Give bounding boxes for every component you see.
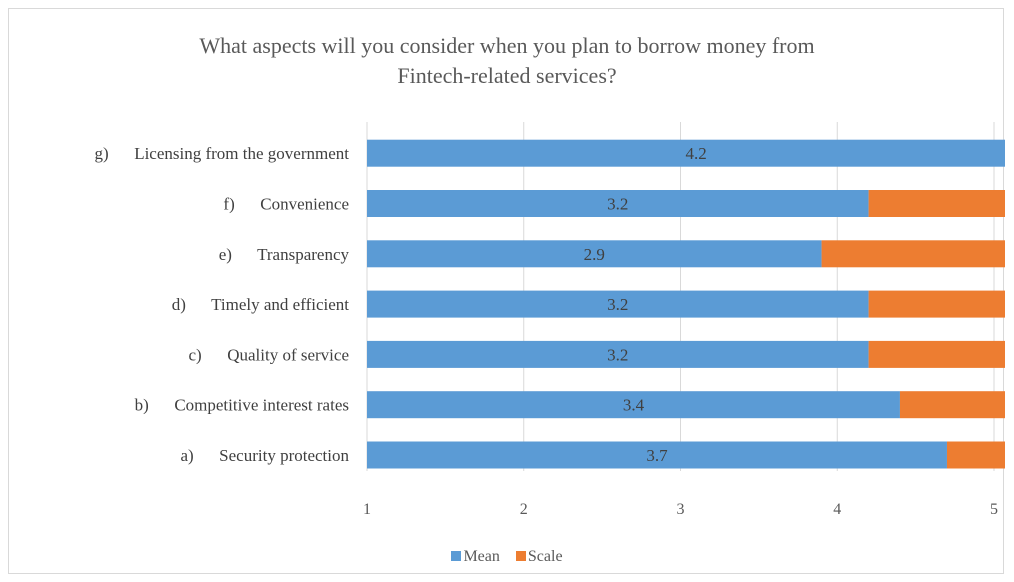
data-label-mean-2: 3.2 xyxy=(607,345,628,364)
chart-frame: What aspects will you consider when you … xyxy=(8,8,1005,574)
category-label-4: e) Transparency xyxy=(219,245,350,264)
category-label-5: f) Convenience xyxy=(223,195,349,214)
bar-scale-1 xyxy=(899,391,1005,419)
category-label-2: c) Quality of service xyxy=(189,345,350,364)
data-label-mean-5: 3.2 xyxy=(607,195,628,214)
data-label-mean-6: 4.2 xyxy=(686,144,707,163)
bar-scale-0 xyxy=(946,441,1005,469)
plot-area: 1 2 3 4 5 3.7 a) Security protection 3.4 b) Comp… xyxy=(95,122,1005,518)
x-tick-label-4: 4 xyxy=(833,501,841,518)
bar-scale-2 xyxy=(868,340,1005,368)
chart-title-line-1: What aspects will you consider when you … xyxy=(199,33,815,58)
legend-swatch-mean xyxy=(451,551,462,561)
x-tick-label-5: 5 xyxy=(990,501,998,518)
category-label-3: d) Timely and efficient xyxy=(172,295,349,314)
legend-item-mean: Mean xyxy=(451,548,500,566)
data-label-mean-3: 3.2 xyxy=(607,295,628,314)
bar-scale-5 xyxy=(868,190,1005,217)
bar-mean-3 xyxy=(367,290,869,318)
bar-mean-6 xyxy=(367,139,1005,167)
data-label-mean-1: 3.4 xyxy=(623,396,645,415)
bar-mean-4 xyxy=(367,240,822,268)
bar-scale-4 xyxy=(821,240,1005,268)
bar-mean-1 xyxy=(367,391,900,419)
x-tick-label-3: 3 xyxy=(677,501,685,518)
bar-mean-5 xyxy=(367,190,869,217)
category-label-0: a) Security protection xyxy=(180,446,349,465)
data-label-mean-4: 2.9 xyxy=(584,245,605,264)
bar-mean-0 xyxy=(367,441,947,469)
legend-item-scale: Scale xyxy=(515,548,563,566)
legend-label-scale: Scale xyxy=(527,548,563,565)
legend-swatch-scale xyxy=(515,551,526,561)
bar-mean-2 xyxy=(367,340,869,368)
x-tick-label-1: 1 xyxy=(363,501,371,518)
chart-title-line-2: Fintech-related services? xyxy=(397,63,617,88)
data-label-mean-0: 3.7 xyxy=(646,446,668,465)
x-tick-label-2: 2 xyxy=(520,501,528,518)
category-label-6: g) Licensing from the government xyxy=(95,144,350,163)
chart-title: What aspects will you consider when you … xyxy=(9,31,1005,91)
legend: Mean Scale xyxy=(9,548,1005,566)
bar-scale-3 xyxy=(868,290,1005,318)
category-label-1: b) Competitive interest rates xyxy=(135,396,349,415)
legend-label-mean: Mean xyxy=(463,548,500,565)
